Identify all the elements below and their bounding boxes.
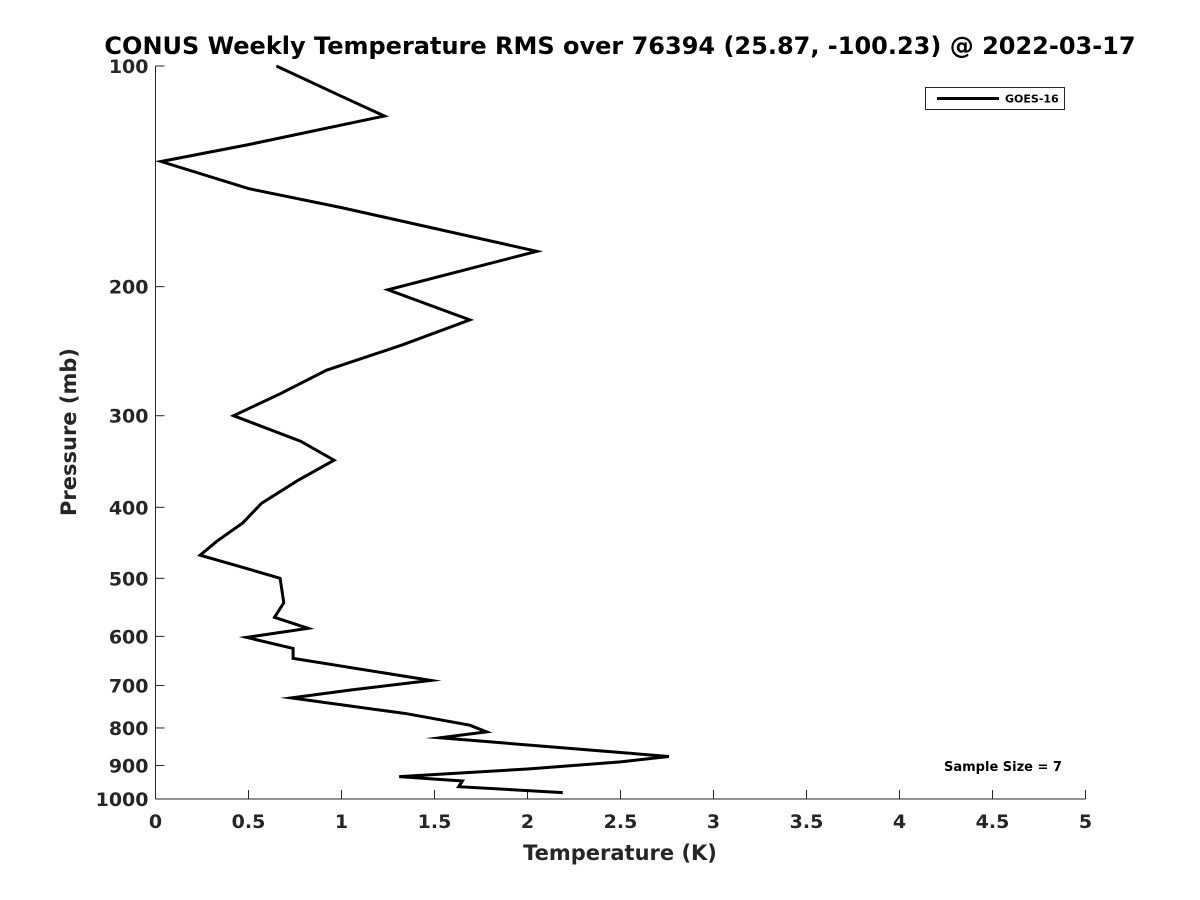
y-tick-label: 800	[109, 718, 149, 740]
y-tick-label: 700	[109, 675, 149, 697]
plot-background	[155, 66, 1086, 799]
x-tick-label: 4.5	[976, 811, 1010, 833]
x-axis-label: Temperature (K)	[523, 841, 717, 865]
x-tick-label: 1	[335, 811, 348, 833]
series-layer	[154, 64, 670, 795]
x-tick-label: 1.5	[418, 811, 452, 833]
sample-size-annotation: Sample Size = 7	[944, 760, 1062, 775]
y-tick-label: 100	[109, 56, 149, 78]
x-tick-label: 0	[149, 811, 162, 833]
series-line-goes-16	[154, 64, 670, 795]
x-tick-label: 4	[893, 811, 906, 833]
y-axis-label: Pressure (mb)	[57, 348, 81, 516]
legend-entry-goes-16: GOES-16	[1005, 93, 1059, 106]
x-axis-ticks: 0 0.5 1 1.5 2 2.5 3 3.5 4 4.5 5	[149, 790, 1092, 833]
plot-area	[155, 66, 1086, 799]
y-tick-label: 900	[109, 755, 149, 777]
x-tick-label: 3	[707, 811, 720, 833]
y-tick-label: 500	[109, 568, 149, 590]
x-tick-label: 2.5	[604, 811, 638, 833]
x-tick-label: 0.5	[232, 811, 266, 833]
legend: GOES-16	[925, 87, 1065, 110]
chart-title: CONUS Weekly Temperature RMS over 76394 …	[104, 32, 1135, 60]
y-axis-ticks: 100 200 300 400 500 600 700 800 900 1000	[96, 56, 165, 811]
y-tick-label: 200	[109, 277, 149, 299]
y-tick-label: 400	[109, 497, 149, 519]
y-tick-label: 600	[109, 626, 149, 648]
y-tick-label: 300	[109, 406, 149, 428]
x-tick-label: 5	[1079, 811, 1092, 833]
x-tick-label: 3.5	[790, 811, 824, 833]
x-tick-label: 2	[521, 811, 534, 833]
y-tick-label: 1000	[96, 789, 149, 811]
